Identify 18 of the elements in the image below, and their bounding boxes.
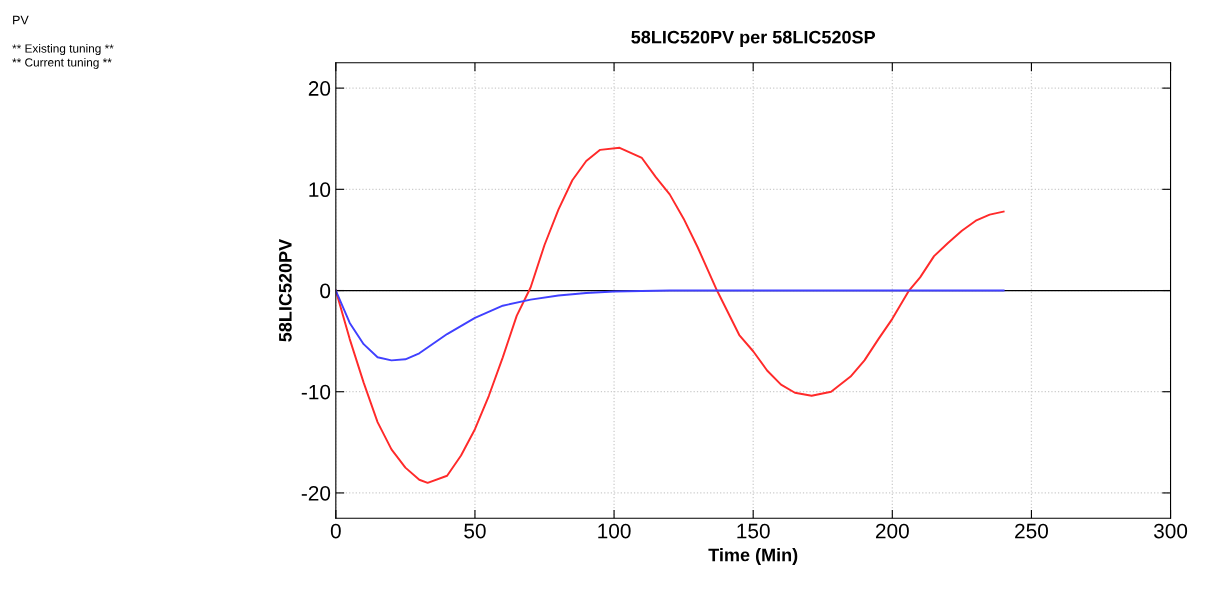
y-tick-label: -20 [301, 485, 331, 501]
y-tick-label: 20 [308, 81, 331, 96]
y-axis-title: 58LIC520PV [278, 238, 292, 342]
y-tick-label: 0 [320, 283, 331, 299]
x-tick-label: 200 [875, 523, 909, 539]
x-tick-label: 300 [1153, 523, 1188, 539]
text: ** Existing tuning ** [12, 44, 114, 56]
x-tick-label: 100 [598, 523, 631, 539]
x-tick-label: 0 [330, 523, 341, 539]
y-tick-label: 10 [309, 182, 331, 198]
x-axis-title: Time (Min) [708, 548, 798, 565]
text: ** Current tuning ** [12, 57, 112, 69]
x-tick-label: 150 [737, 523, 770, 539]
x-tick-label: 250 [1015, 523, 1048, 539]
y-tick-label: -10 [301, 384, 331, 400]
text: PV [13, 15, 29, 25]
x-tick-label: 50 [464, 523, 486, 539]
chart-title: 58LIC520PV per 58LIC520SP [631, 30, 876, 48]
